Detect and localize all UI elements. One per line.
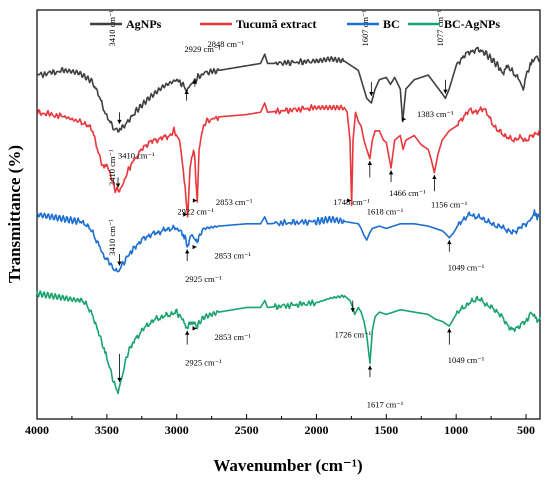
arrow-head bbox=[192, 79, 198, 84]
peak-label: 3410 cm⁻¹ bbox=[118, 151, 155, 161]
peak-label: 2848 cm⁻¹ bbox=[207, 39, 244, 49]
arrow-head bbox=[347, 198, 352, 203]
peak-label: 2853 cm⁻¹ bbox=[216, 197, 253, 207]
peak-annotation: 3410 cm⁻¹ bbox=[107, 149, 122, 266]
legend-label-3: BC-AgNPs bbox=[444, 17, 500, 31]
peak-label: 1726 cm⁻¹ bbox=[335, 330, 372, 340]
peak-label: 2925 cm⁻¹ bbox=[185, 274, 222, 284]
peak-annotation: 1049 cm⁻¹ bbox=[447, 328, 485, 365]
arrow-head bbox=[117, 119, 122, 124]
legend: AgNPs Tucumã extract BC BC-AgNPs bbox=[90, 17, 500, 31]
arrow-head bbox=[117, 261, 122, 266]
peak-annotation: 2925 cm⁻¹ bbox=[185, 330, 222, 368]
peak-label: 1077 cm⁻¹ bbox=[435, 10, 445, 47]
peak-label: 1049 cm⁻¹ bbox=[448, 262, 485, 272]
arrow-head bbox=[185, 330, 190, 335]
legend-label-1: Tucumã extract bbox=[236, 17, 317, 31]
peak-annotation: 2853 cm⁻¹ bbox=[192, 197, 253, 207]
peak-label: 1466 cm⁻¹ bbox=[389, 188, 426, 198]
peak-label: 2925 cm⁻¹ bbox=[185, 358, 222, 368]
peak-annotation: 3410 cm⁻¹ bbox=[107, 219, 122, 382]
x-tick-label-500: 500 bbox=[517, 423, 535, 437]
arrow-head bbox=[447, 240, 452, 245]
arrow-head bbox=[183, 212, 188, 217]
peak-label: 1607 cm⁻¹ bbox=[360, 10, 370, 47]
peak-label: 2853 cm⁻¹ bbox=[214, 251, 251, 261]
peak-label: 2853 cm⁻¹ bbox=[214, 332, 251, 342]
peak-annotation: 3410 cm⁻¹ bbox=[115, 151, 155, 188]
peak-annotation: 1466 cm⁻¹ bbox=[388, 170, 426, 198]
series-line-2 bbox=[36, 209, 541, 273]
peak-annotation: 2853 cm⁻¹ bbox=[192, 326, 251, 342]
y-axis-title: Transmittance (%) bbox=[5, 145, 24, 283]
x-tick-label-3500: 3500 bbox=[95, 423, 119, 437]
arrow-head bbox=[192, 244, 197, 250]
peak-annotation: 3410 cm⁻¹ bbox=[107, 10, 122, 124]
x-axis-tick-labels: 4000 3500 3000 2500 2000 1500 1000 500 bbox=[25, 423, 535, 437]
peak-label: 3410 cm⁻¹ bbox=[107, 219, 117, 256]
peak-annotation: 1156 cm⁻¹ bbox=[431, 174, 468, 210]
arrow-head bbox=[117, 377, 122, 382]
arrow-head bbox=[432, 174, 437, 179]
arrow-head bbox=[388, 170, 394, 175]
peak-label: 1049 cm⁻¹ bbox=[448, 355, 485, 365]
x-tick-label-2500: 2500 bbox=[235, 423, 259, 437]
peak-annotation: 2925 cm⁻¹ bbox=[185, 249, 222, 284]
x-tick-label-2000: 2000 bbox=[304, 423, 328, 437]
arrow-head bbox=[192, 326, 197, 331]
peak-annotation: 2929 cm⁻¹ bbox=[184, 44, 221, 101]
series-line-0 bbox=[36, 46, 541, 133]
peak-annotation: 1748 cm⁻¹ bbox=[333, 197, 370, 207]
arrow-head bbox=[184, 89, 189, 94]
arrow-head bbox=[350, 308, 355, 313]
x-tick-label-4000: 4000 bbox=[25, 423, 49, 437]
arrow-head bbox=[192, 198, 197, 203]
legend-label-2: BC bbox=[383, 17, 400, 31]
arrow-head bbox=[115, 183, 121, 188]
peak-annotation: 2853 cm⁻¹ bbox=[192, 244, 251, 261]
peak-annotation: 1726 cm⁻¹ bbox=[335, 300, 372, 340]
peak-label: 1617 cm⁻¹ bbox=[367, 399, 404, 409]
peak-label: 1618 cm⁻¹ bbox=[367, 207, 404, 217]
peak-label: 3410 cm⁻¹ bbox=[107, 10, 117, 47]
arrow-head bbox=[443, 89, 448, 94]
peak-annotation: 1077 cm⁻¹ bbox=[435, 10, 448, 94]
x-tick-label-3000: 3000 bbox=[165, 423, 189, 437]
series-line-3 bbox=[36, 290, 541, 395]
peak-label: 2929 cm⁻¹ bbox=[184, 44, 221, 54]
arrow-head bbox=[185, 249, 190, 254]
arrow-head bbox=[401, 117, 406, 122]
peak-annotation: 2922 cm⁻¹ bbox=[177, 207, 214, 217]
peak-label: 2922 cm⁻¹ bbox=[177, 207, 214, 217]
legend-label-0: AgNPs bbox=[126, 17, 162, 31]
peak-label: 3410 cm⁻¹ bbox=[107, 149, 117, 186]
arrow-head bbox=[369, 91, 374, 96]
x-tick-label-1000: 1000 bbox=[444, 423, 468, 437]
arrow-head bbox=[447, 328, 452, 333]
peak-annotation: 1049 cm⁻¹ bbox=[447, 240, 485, 272]
series-layer bbox=[36, 46, 541, 395]
x-axis-title: Wavenumber (cm⁻¹) bbox=[213, 456, 362, 475]
series-line-1 bbox=[36, 102, 541, 218]
peak-annotation: 1617 cm⁻¹ bbox=[367, 365, 404, 409]
peak-annotation: 1383 cm⁻¹ bbox=[401, 109, 454, 122]
peak-annotation: 2848 cm⁻¹ bbox=[192, 39, 244, 87]
peak-label: 1383 cm⁻¹ bbox=[417, 109, 454, 119]
arrow-head bbox=[367, 161, 373, 166]
peak-annotation: 1618 cm⁻¹ bbox=[367, 161, 404, 217]
peak-label: 1156 cm⁻¹ bbox=[431, 200, 468, 210]
peak-label: 1748 cm⁻¹ bbox=[333, 197, 370, 207]
x-tick-label-1500: 1500 bbox=[374, 423, 398, 437]
arrow-head bbox=[367, 365, 373, 370]
peak-annotation: 1607 cm⁻¹ bbox=[360, 10, 374, 96]
x-axis-ticks bbox=[36, 414, 527, 419]
